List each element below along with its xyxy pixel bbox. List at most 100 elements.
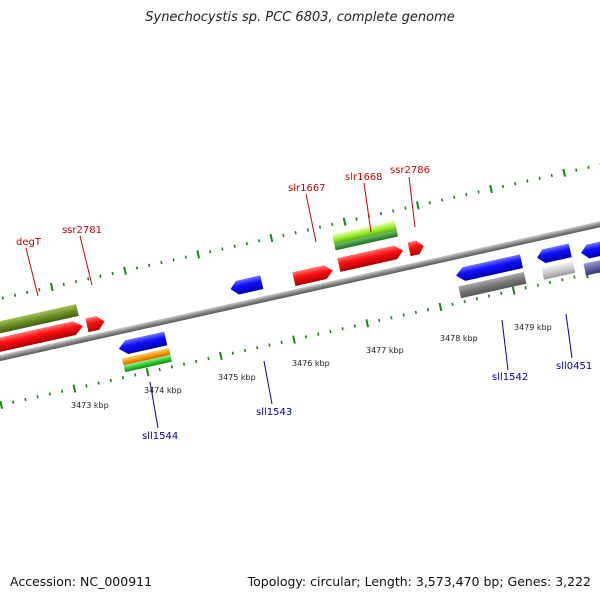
reverse-tick-mark [341,327,344,331]
forward-tick-mark [355,217,358,221]
forward-tick-mark [26,290,29,295]
forward-tick-mark [160,260,163,265]
forward-tick-mark [453,195,456,199]
forward-tick-mark [501,184,505,189]
reverse-tick-mark [12,400,15,404]
ssr2781-leader [79,235,93,286]
forward-tick-mark [1,296,4,300]
accession-text: Accession: NC_000911 [10,574,153,589]
reverse-tick-mark [121,376,125,380]
reverse-tick-mark [195,359,198,364]
forward-features [0,220,426,357]
reverse-tick-mark [158,367,161,372]
gene-label-slr1668[interactable]: slr1668 [345,172,383,183]
gene-label-sll0451[interactable]: sll0451 [556,361,592,372]
forward-tick-mark [172,258,175,262]
forward-tick-mark [379,211,383,216]
scale-label-3476: 3476 kbp [292,359,330,368]
reverse-tick-mark [414,310,417,315]
gene-label-ssr2781[interactable]: ssr2781 [62,225,102,236]
reverse-tick-mark [304,335,308,339]
gene-label-degT[interactable]: degT [16,237,42,248]
forward-tick-mark [477,190,480,194]
gene-label-slr1667[interactable]: slr1667 [288,183,326,194]
forward-tick-mark [294,231,297,235]
sll0451-gene-arrow[interactable] [536,243,572,264]
forward-tick-mark [526,179,529,183]
forward-tick-mark [135,266,139,270]
sll1543-gene-arrow[interactable] [229,275,264,296]
degT-leader [25,247,39,297]
forward-tick-mark [575,168,578,172]
gray-feature-bar [458,271,527,299]
orange-feature-bar [122,348,171,366]
forward-tick-mark [123,266,127,275]
reverse-tick-mark [451,302,454,306]
scale-label-3479: 3479 kbp [514,323,552,332]
reverse-tick-mark [85,384,88,388]
ssr2786-leader [408,176,416,228]
sll0451-leader [565,313,573,359]
forward-tick-mark [404,206,407,210]
reverse-tick-mark [280,340,283,344]
sll1542-gene-arrow[interactable] [455,254,523,282]
reverse-features [117,235,600,373]
forward-tick-mark [245,241,248,246]
lime-feature-bar [332,220,397,245]
scale-label-3475: 3475 kbp [218,373,256,382]
reverse-tick-mark [231,351,234,355]
sll1544-gene-arrow[interactable] [117,331,168,356]
reverse-tick-mark [548,280,552,285]
reverse-tick-mark [134,373,137,377]
reverse-tick-mark [500,291,503,296]
genome-summary-text: Topology: circular; Length: 3,573,470 bp… [247,574,591,589]
reverse-tick-mark [109,378,112,383]
edge-gene-arrow[interactable] [580,235,600,260]
degT-gene-arrow[interactable] [0,319,85,357]
reverse-tick-mark [218,351,223,361]
reverse-tick-mark [524,286,527,290]
forward-tick-mark [209,250,212,254]
forward-tick-mark [196,250,201,259]
reverse-tick-mark [317,332,320,336]
reverse-tick-mark [24,397,27,402]
forward-tick-mark [13,293,17,297]
forward-tick-mark [306,228,309,232]
forward-tick-mark [148,263,151,267]
reverse-tick-mark [438,302,443,312]
ssr2781-gene-arrow[interactable] [85,315,106,333]
reverse-tick-mark [536,283,539,287]
forward-tick-mark [342,217,347,226]
scale-label-3473: 3473 kbp [71,401,109,410]
reverse-tick-row [0,269,600,409]
gene-label-sll1544[interactable]: sll1544 [142,431,178,442]
ssr2786-gene-arrow[interactable] [407,239,426,257]
reverse-tick-mark [292,335,296,344]
olive-feature-bar [0,304,79,339]
forward-tick-mark [331,222,334,227]
gene-label-sll1543[interactable]: sll1543 [256,407,292,418]
purple-feature-bar [583,252,600,276]
forward-tick-mark [282,233,285,238]
reverse-tick-mark [72,384,77,393]
reverse-tick-mark [378,318,381,323]
genome-title: Synechocystis sp. PCC 6803, complete gen… [145,10,455,25]
slr1668-gene-arrow[interactable] [337,244,404,272]
forward-tick-mark [38,288,41,292]
slr1667-leader [305,193,317,243]
reverse-tick-mark [561,278,564,282]
reverse-tick-mark [511,286,516,295]
forward-tick-mark [550,173,553,178]
reverse-tick-mark [573,275,576,279]
forward-tick-mark [428,201,431,205]
slr1667-gene-arrow[interactable] [292,264,334,286]
gene-label-sll1542[interactable]: sll1542 [492,372,528,383]
reverse-tick-mark [97,381,100,385]
forward-tick-mark [87,277,90,281]
forward-tick-mark [440,198,444,202]
forward-tick-mark [74,279,78,284]
forward-tick-mark [221,247,224,251]
gene-label-ssr2786[interactable]: ssr2786 [390,165,430,176]
light-gray-feature-bar [541,261,576,280]
